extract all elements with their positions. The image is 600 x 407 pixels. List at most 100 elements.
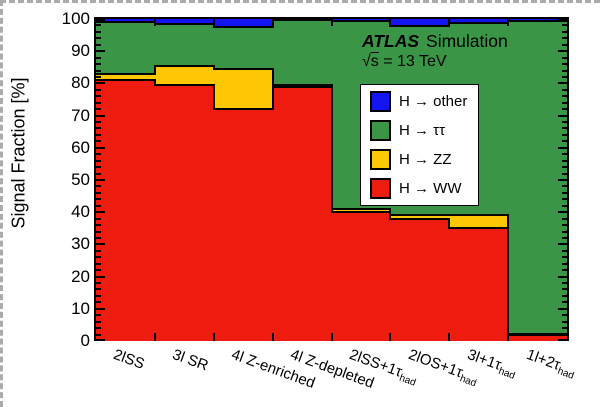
- y-axis-label: 10: [71, 298, 90, 318]
- bar-segment-h-zz: [390, 215, 450, 220]
- histogram-outline: [96, 72, 155, 75]
- y-axis-tick: [562, 140, 567, 143]
- y-axis-tick: [562, 127, 567, 130]
- y-axis-tick: [562, 301, 567, 304]
- y-axis-tick: [558, 307, 567, 310]
- y-axis-tick: [562, 198, 567, 201]
- bar-segment-h-tautau: [96, 22, 156, 75]
- y-axis-tick: [562, 327, 567, 330]
- y-axis-tick: [562, 236, 567, 239]
- y-axis-tick: [96, 256, 101, 259]
- y-axis-tick: [96, 43, 101, 46]
- x-axis-tick: [507, 333, 510, 341]
- y-axis-tick: [558, 179, 567, 181]
- selection-dash-border-top: [0, 0, 600, 3]
- y-axis-tick: [562, 320, 567, 323]
- y-axis-label: 70: [71, 105, 90, 125]
- y-axis-tick: [96, 191, 101, 194]
- y-axis-tick: [558, 114, 567, 117]
- energy-label: √s = 13 TeV: [362, 53, 447, 71]
- y-axis-tick: [96, 243, 105, 246]
- x-axis-tick: [153, 333, 156, 341]
- y-axis-tick: [96, 121, 101, 124]
- y-axis-label: 50: [71, 170, 90, 189]
- x-axis-tick: [389, 19, 392, 26]
- y-axis-tick: [96, 159, 101, 162]
- x-axis-tick: [271, 19, 274, 26]
- y-axis-tick: [96, 217, 101, 220]
- y-axis-tick: [562, 159, 567, 162]
- y-axis-tick: [562, 294, 567, 297]
- y-axis-tick: [96, 339, 105, 341]
- y-axis-tick: [96, 275, 105, 278]
- y-axis-label: 40: [71, 202, 90, 222]
- y-axis-tick: [558, 146, 567, 149]
- histogram-outline: [331, 207, 391, 210]
- simulation-label: Simulation: [426, 31, 508, 51]
- histogram-outline: [508, 332, 567, 335]
- bar-segment-h-zz: [96, 73, 156, 81]
- y-axis-tick: [562, 249, 567, 252]
- histogram-outline: [213, 108, 273, 111]
- histogram-outline: [272, 85, 332, 88]
- histogram-outline: [330, 84, 333, 210]
- y-axis-tick: [96, 50, 105, 53]
- plot-area: [96, 18, 568, 342]
- y-axis-tick: [562, 24, 567, 27]
- y-axis-tick: [96, 172, 101, 175]
- histogram-outline: [449, 227, 509, 230]
- y-axis-tick: [96, 82, 105, 85]
- sqrt-s-variable: s: [370, 53, 379, 70]
- bar-segment-h-tautau: [154, 23, 215, 67]
- legend-box: H → other H → ττ H → ZZ H → WW: [360, 84, 479, 206]
- legend-label-h-other: H → other: [399, 93, 468, 110]
- y-axis-tick: [96, 69, 101, 72]
- y-axis-tick: [96, 127, 101, 130]
- y-axis-tick: [562, 191, 567, 194]
- y-axis-tick: [96, 320, 101, 323]
- histogram-outline: [96, 21, 155, 24]
- y-axis-tick: [562, 43, 567, 46]
- y-axis-tick: [96, 301, 101, 304]
- y-axis-tick: [96, 133, 101, 136]
- bar-segment-h-ww: [449, 228, 509, 342]
- legend-label-h-ww: H → WW: [399, 180, 462, 197]
- histogram-outline: [153, 64, 156, 75]
- histogram-outline: [154, 64, 214, 67]
- y-axis-tick: [558, 19, 567, 21]
- histogram-outline: [154, 22, 214, 25]
- selection-dash-border-left: [0, 0, 3, 407]
- y-axis-tick: [562, 95, 567, 98]
- x-axis-tick: [271, 333, 274, 341]
- y-axis-tick: [562, 333, 567, 336]
- y-axis-tick: [562, 224, 567, 227]
- y-axis-tick: [562, 75, 567, 78]
- bar-segment-h-other: [96, 19, 156, 23]
- legend-label-h-zz: H → ZZ: [399, 151, 452, 168]
- x-axis-tick: [389, 333, 392, 341]
- histogram-outline: [390, 217, 450, 220]
- y-axis-tick: [558, 211, 567, 214]
- y-axis-tick: [562, 269, 567, 272]
- y-axis-tick: [562, 133, 567, 136]
- x-axis-tick: [212, 333, 215, 341]
- y-axis-tick: [96, 37, 101, 40]
- histogram-outline: [213, 26, 273, 29]
- y-axis-label: 30: [71, 234, 90, 254]
- y-axis-label: 60: [71, 137, 90, 157]
- legend-swatch-h-zz: [370, 149, 391, 170]
- histogram-outline: [212, 84, 215, 111]
- x-axis-tick: [330, 333, 333, 341]
- legend-entry-h-zz: H → ZZ: [370, 147, 478, 173]
- histogram-outline: [331, 19, 391, 22]
- x-axis-tick: [507, 19, 510, 26]
- y-axis-tick: [562, 88, 567, 91]
- legend-entry-h-other: H → other: [370, 89, 478, 115]
- y-axis-tick: [96, 224, 101, 227]
- legend-entry-h-tautau: H → ττ: [370, 118, 478, 144]
- y-axis-tick: [96, 146, 105, 149]
- y-axis-tick: [96, 211, 105, 214]
- bar-segment-h-ww: [508, 334, 568, 342]
- histogram-outline: [390, 25, 450, 28]
